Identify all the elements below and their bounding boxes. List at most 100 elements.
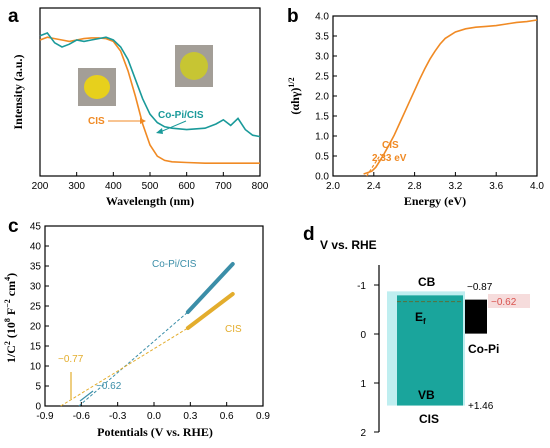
panel-a-cis-label: CIS — [88, 116, 105, 127]
panel-b-xtick-label: 2.4 — [367, 181, 381, 192]
panel-c-ylabel-b-exp: 8 — [3, 318, 12, 322]
panel-a-xtick-label: 500 — [142, 181, 159, 192]
panel-a-series-line-1 — [39, 32, 261, 138]
panel-c-xlabel: Potentials (V vs. RHE) — [97, 425, 213, 439]
panel-a-xtick-label: 600 — [178, 181, 195, 192]
panel-c-ytick-label: 45 — [30, 222, 42, 233]
panel-b-xtick-label: 3.2 — [448, 181, 462, 192]
panel-c-ylabel-c: F — [4, 308, 18, 318]
fermi-sub: f — [423, 317, 426, 326]
panel-a-series-line-0 — [39, 36, 260, 164]
panel-c-series — [60, 262, 235, 407]
cis-powder-icon — [84, 75, 110, 99]
panel-c: c -0.9 -0.6 -0.3 0.0 0.3 0.6 0.9 0 5 10 15 20 25 30 3… — [3, 216, 270, 439]
panel-b-ytick-label: 2.5 — [315, 72, 329, 83]
panel-b-series — [363, 19, 538, 177]
panel-c-xtick-label: 0.6 — [220, 411, 234, 422]
panel-b-yticks: 0.0 0.5 1.0 1.5 2.0 2.5 3.0 3.5 4.0 — [315, 12, 337, 183]
panel-c-fit-line-1 — [60, 327, 189, 407]
panel-c-intercept-cis: −0.77 — [58, 354, 84, 365]
panel-a-label: a — [8, 6, 19, 27]
panel-d-label: d — [303, 224, 315, 245]
panel-a-copi-arrowhead — [156, 128, 163, 134]
panel-d-ytick-label: 1 — [360, 379, 366, 390]
panel-c-ytick-label: 25 — [30, 302, 42, 313]
panel-b-xticks: 2.0 2.4 2.8 3.2 3.6 4.0 — [326, 172, 544, 192]
panel-c-xticks: -0.9 -0.6 -0.3 0.0 0.3 0.6 0.9 — [36, 402, 270, 422]
panel-a-xticks: 200 300 400 500 600 700 800 — [32, 172, 269, 192]
panel-b-ylabel-exp: 1/2 — [287, 77, 296, 87]
panel-c-copi-label: Co-Pi/CIS — [152, 259, 197, 270]
panel-b-xtick-label: 3.6 — [489, 181, 503, 192]
copi-cis-powder-icon — [180, 52, 208, 80]
panel-c-data-line-0 — [185, 262, 235, 314]
panel-c-ylabel-e: ) — [4, 273, 18, 277]
panel-b-ytick-label: 0.0 — [315, 172, 329, 183]
panel-c-ytick-label: 0 — [35, 402, 41, 413]
panel-b-ylabel: (αhγ)1/2 — [287, 77, 302, 114]
panel-c-ytick-label: 20 — [30, 322, 42, 333]
panel-a-xlabel: Wavelength (nm) — [106, 194, 194, 208]
panel-a-xtick-label: 400 — [105, 181, 122, 192]
panel-b-ytick-label: 1.0 — [315, 132, 329, 143]
panel-c-data-line-1 — [185, 292, 235, 330]
cis-label: CIS — [419, 412, 439, 426]
panel-a-copi-label: Co-Pi/CIS — [158, 110, 204, 121]
panel-c-frame — [44, 225, 264, 407]
panel-b-xtick-label: 4.0 — [530, 181, 544, 192]
panel-c-xtick-label: 0.9 — [256, 411, 270, 422]
panel-b-ytick-label: 4.0 — [315, 12, 329, 23]
panel-d-ytick-label: 2 — [360, 428, 366, 439]
panel-d-yticks: -1 0 1 2 — [357, 281, 379, 439]
panel-c-cis-label: CIS — [225, 324, 242, 335]
panel-c-yticks: 0 5 10 15 20 25 30 35 40 45 — [30, 222, 49, 413]
panel-b-ylabel-base: (αhγ) — [288, 88, 302, 115]
cis-band — [397, 295, 463, 406]
panel-c-copi-intercept-arrow — [79, 390, 94, 402]
panel-b-ytick-label: 0.5 — [315, 152, 329, 163]
panel-c-ylabel-d-exp: 4 — [3, 277, 12, 281]
panel-c-ylabel-b: (10 — [4, 322, 18, 341]
vb-label: VB — [418, 388, 435, 402]
panel-b-xtick-label: 2.8 — [408, 181, 422, 192]
panel-b-ytick-label: 3.5 — [315, 32, 329, 43]
vb-value: +1.46 — [468, 401, 494, 412]
panel-a-copi-arrow — [159, 120, 187, 133]
cb-value: −0.87 — [467, 282, 493, 293]
panel-d-title: V vs. RHE — [320, 238, 377, 252]
panel-c-xtick-label: -0.9 — [36, 411, 54, 422]
fermi-level-label: Ef — [415, 310, 426, 326]
panel-c-ylabel-c-exp: −2 — [3, 299, 12, 308]
panel-c-ytick-label: 15 — [30, 342, 42, 353]
copi-value: −0.62 — [491, 297, 517, 308]
panel-b: b 2.0 2.4 2.8 3.2 3.6 4.0 0.0 0.5 1.0 1.5 2.0 2.5 3… — [287, 6, 544, 208]
panel-c-label: c — [8, 216, 19, 237]
panel-a-xtick-label: 700 — [215, 181, 232, 192]
panel-b-ytick-label: 1.5 — [315, 112, 329, 123]
panel-c-ytick-label: 40 — [30, 242, 42, 253]
panel-b-tangent-line — [366, 153, 382, 177]
panel-c-fit-line-0 — [78, 311, 189, 407]
panel-b-xlabel: Energy (eV) — [404, 194, 466, 208]
panel-b-xtick-label: 2.0 — [326, 181, 340, 192]
panel-d-ytick-label: -1 — [357, 281, 366, 292]
panel-c-xtick-label: 0.0 — [147, 411, 161, 422]
panel-c-ylabel-d: cm — [4, 281, 18, 299]
panel-c-xtick-label: -0.6 — [73, 411, 91, 422]
panel-b-ytick-label: 3.0 — [315, 52, 329, 63]
panel-c-ytick-label: 10 — [30, 362, 42, 373]
panel-b-series-line — [363, 19, 538, 175]
panel-c-ytick-label: 30 — [30, 282, 42, 293]
copi-label: Co-Pi — [468, 342, 499, 356]
panel-b-cis-label: CIS — [382, 140, 399, 151]
panel-b-frame — [332, 15, 538, 177]
panel-d-ytick-label: 0 — [360, 330, 366, 341]
panel-b-label: b — [287, 6, 299, 27]
copi-level-bar — [465, 299, 487, 334]
panel-b-bandgap-value: 2.33 eV — [372, 153, 407, 164]
panel-c-ytick-label: 5 — [35, 382, 41, 393]
panel-c-ytick-label: 35 — [30, 262, 42, 273]
panel-c-ylabel: 1/C2 (108 F−2 cm4) — [3, 273, 18, 363]
